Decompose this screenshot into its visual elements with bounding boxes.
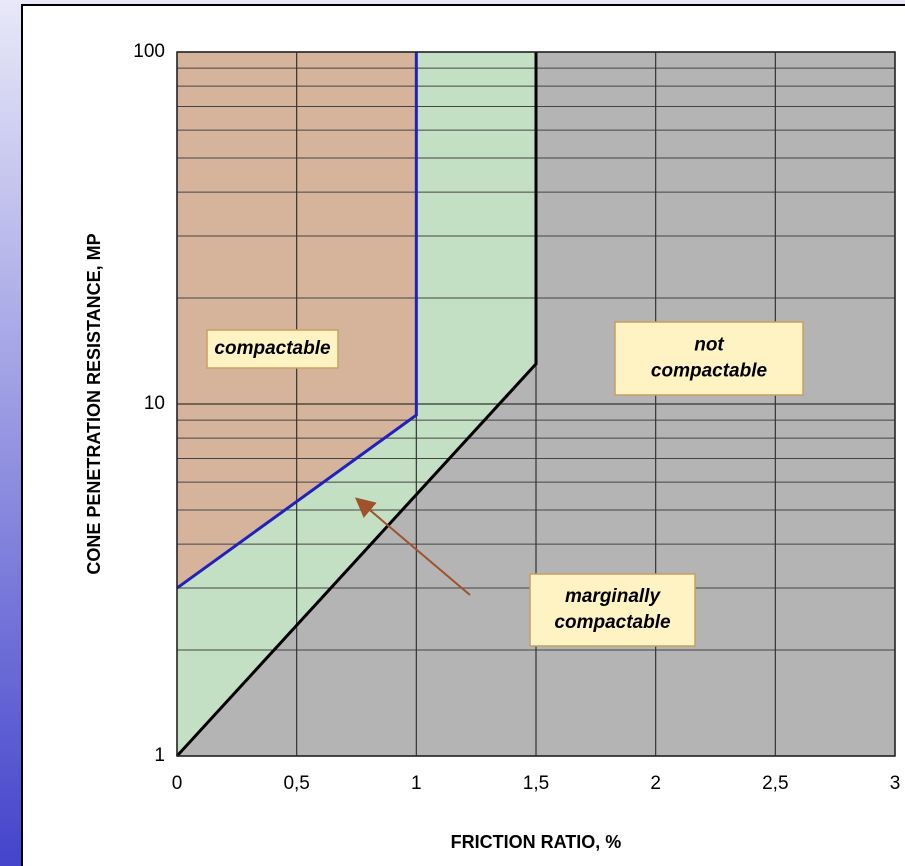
y-tick-label: 10 xyxy=(144,393,165,414)
chart: FRICTION RATIO, % CONE PENETRATION RESIS… xyxy=(0,0,905,866)
x-tick-label: 0,5 xyxy=(283,773,309,794)
plot-area xyxy=(177,52,895,756)
y-tick-label: 1 xyxy=(154,745,165,766)
x-tick-label: 1 xyxy=(411,773,422,794)
y-tick-label: 100 xyxy=(133,41,165,62)
x-tick-label: 2,5 xyxy=(762,773,788,794)
annotation-text: not xyxy=(694,335,724,356)
annotation-text: compactable xyxy=(651,361,768,382)
annotation-box xyxy=(615,322,803,395)
x-tick-label: 1,5 xyxy=(523,773,549,794)
annotation-box xyxy=(530,574,695,646)
annotation-text: marginally xyxy=(565,586,661,607)
annotation-text: compactable xyxy=(214,338,331,359)
x-axis-label: FRICTION RATIO, % xyxy=(451,832,622,852)
x-tick-label: 2 xyxy=(650,773,661,794)
x-tick-label: 0 xyxy=(172,773,183,794)
x-tick-label: 3 xyxy=(890,773,901,794)
y-axis-label: CONE PENETRATION RESISTANCE, MP xyxy=(84,233,104,574)
annotation-text: compactable xyxy=(554,612,671,633)
